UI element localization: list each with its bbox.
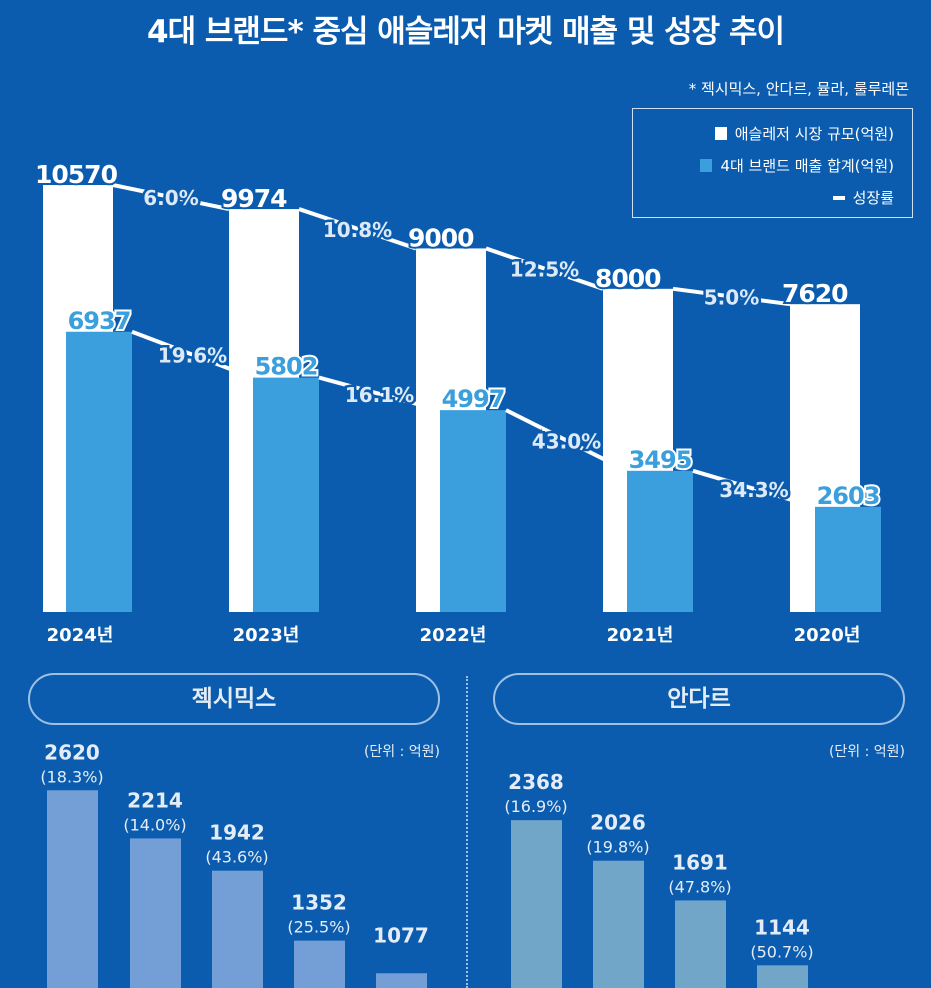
brand-bar — [253, 377, 319, 612]
andar-bar — [511, 820, 562, 988]
brand-growth-label: 43.0% — [532, 429, 601, 453]
legend-swatch — [714, 127, 727, 140]
andar-bar — [593, 860, 644, 988]
andar-header: 안다르 — [493, 673, 905, 725]
brand-value-label: 2603 — [817, 482, 880, 510]
xexymix-unit: (단위 : 억원) — [363, 744, 440, 760]
market-growth-line — [485, 246, 604, 291]
legend-swatch — [832, 195, 845, 200]
legend-swatch — [700, 159, 713, 172]
xexymix-growth-label: (18.3%) — [40, 767, 103, 786]
market-growth-label: 12.5% — [510, 258, 579, 282]
andar-growth-label: (50.7%) — [750, 942, 813, 961]
andar-bar — [675, 900, 726, 988]
market-growth-line — [298, 207, 417, 251]
brand-value-label: 6937 — [68, 307, 131, 335]
market-value-label: 8000 — [595, 264, 661, 293]
market-value-label: 9974 — [221, 184, 287, 213]
xexymix-growth-label: (43.6%) — [205, 848, 268, 867]
brand-growth-line — [131, 329, 254, 380]
brand-bar — [627, 470, 693, 612]
legend-label: 성장률 — [852, 189, 894, 207]
chart-title: 4대 브랜드* 중심 애슬레저 마켓 매출 및 성장 추이 — [147, 14, 785, 50]
brand-growth-label: 34.3% — [719, 478, 788, 502]
brand-growth-label: 19.6% — [158, 344, 227, 368]
legend-item-market: 애슬레저 시장 규모(억원) — [714, 123, 894, 144]
andar-value-label: 1144 — [754, 915, 810, 939]
brand-growth-line — [505, 408, 628, 473]
andar-growth-label: (19.8%) — [586, 838, 649, 857]
andar-unit: (단위 : 억원) — [828, 744, 905, 760]
xexymix-growth-label: (14.0%) — [123, 815, 186, 834]
brand-bar — [440, 410, 506, 612]
legend-item-growth: 성장률 — [832, 187, 894, 208]
andar-value-label: 2368 — [508, 770, 564, 794]
year-label: 2022년 — [420, 625, 487, 646]
legend-label: 4대 브랜드 매출 합계(억원) — [720, 157, 894, 175]
market-value-label: 9000 — [408, 223, 474, 252]
brand-bar — [66, 331, 132, 612]
xexymix-value-label: 2214 — [127, 788, 183, 812]
year-label: 2024년 — [47, 625, 114, 646]
market-growth-label: 10.8% — [323, 218, 392, 242]
xexymix-bar — [212, 870, 263, 988]
year-label: 2020년 — [794, 625, 861, 646]
xexymix-bar — [47, 790, 98, 988]
brand-growth-label: 16.1% — [345, 383, 414, 407]
andar-value-label: 2026 — [590, 811, 646, 835]
brand-bar — [815, 506, 881, 612]
legend: 애슬레저 시장 규모(억원) 4대 브랜드 매출 합계(억원) 성장률 — [632, 108, 913, 218]
xexymix-value-label: 1352 — [291, 891, 347, 915]
andar-value-label: 1691 — [672, 850, 728, 874]
year-label: 2021년 — [607, 625, 674, 646]
market-growth-line — [112, 183, 230, 212]
xexymix-bar — [130, 838, 181, 988]
legend-label: 애슬레저 시장 규모(억원) — [734, 125, 894, 143]
andar-bar — [757, 965, 808, 988]
legend-item-brands: 4대 브랜드 매출 합계(억원) — [700, 155, 894, 176]
xexymix-bar — [376, 973, 427, 988]
footnote: * 젝시믹스, 안다르, 뮬라, 룰루레몬 — [688, 80, 909, 98]
xexymix-value-label: 1077 — [373, 923, 429, 947]
market-growth-line — [672, 286, 791, 307]
market-value-label: 7620 — [782, 279, 848, 308]
andar-growth-label: (47.8%) — [668, 877, 731, 896]
xexymix-bar — [294, 940, 345, 988]
divider — [466, 676, 468, 988]
market-growth-label: 5.0% — [704, 285, 759, 309]
brand-value-label: 4997 — [442, 385, 505, 413]
year-label: 2023년 — [233, 625, 300, 646]
brand-growth-line — [692, 468, 816, 509]
andar-growth-label: (16.9%) — [504, 797, 567, 816]
xexymix-header: 젝시믹스 — [28, 673, 440, 725]
xexymix-value-label: 1942 — [209, 821, 265, 845]
brand-value-label: 5802 — [255, 353, 318, 381]
xexymix-growth-label: (25.5%) — [287, 918, 350, 937]
brand-growth-line — [318, 375, 441, 413]
market-value-label: 10570 — [35, 160, 118, 189]
market-growth-label: 6.0% — [143, 186, 198, 210]
xexymix-value-label: 2620 — [44, 740, 100, 764]
brand-value-label: 3495 — [629, 446, 692, 474]
